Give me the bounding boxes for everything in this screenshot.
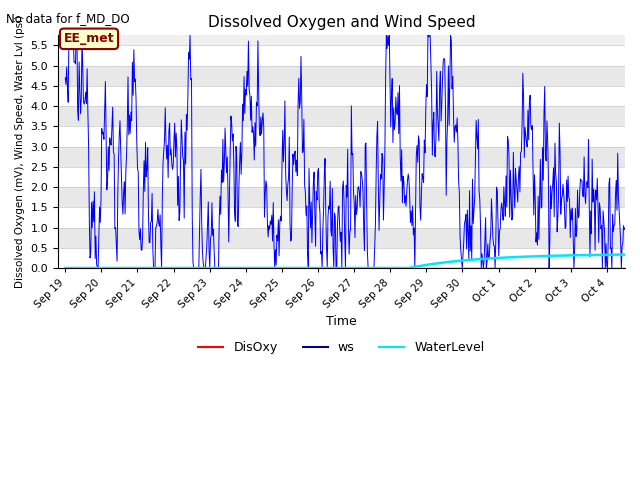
- Bar: [58, 46, 625, 66]
- Bar: [58, 66, 625, 86]
- Bar: [58, 126, 625, 146]
- Bar: [58, 146, 625, 167]
- X-axis label: Time: Time: [326, 315, 357, 328]
- Bar: [58, 207, 625, 228]
- Legend: DisOxy, ws, WaterLevel: DisOxy, ws, WaterLevel: [193, 336, 490, 360]
- Bar: [58, 106, 625, 126]
- Text: EE_met: EE_met: [64, 32, 115, 45]
- Bar: [58, 167, 625, 187]
- Bar: [58, 187, 625, 207]
- Bar: [58, 86, 625, 106]
- Bar: [58, 228, 625, 248]
- Text: No data for f_MD_DO: No data for f_MD_DO: [6, 12, 130, 25]
- Y-axis label: Dissolved Oxygen (mV), Wind Speed, Water Lvl (psi): Dissolved Oxygen (mV), Wind Speed, Water…: [15, 15, 25, 288]
- Title: Dissolved Oxygen and Wind Speed: Dissolved Oxygen and Wind Speed: [208, 15, 476, 30]
- Bar: [58, 248, 625, 268]
